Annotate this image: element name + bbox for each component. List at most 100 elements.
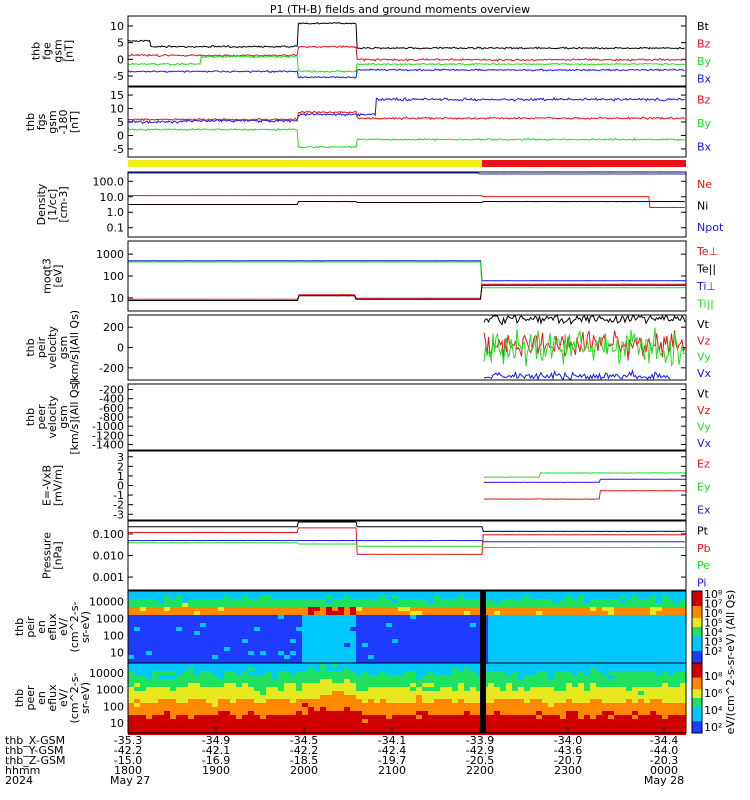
spectrogram-cell xyxy=(278,675,284,679)
spectrogram-cell xyxy=(152,691,158,695)
spectrogram-cell xyxy=(386,671,392,675)
spectrogram-cell xyxy=(458,647,464,651)
spectrogram-cell xyxy=(146,635,152,639)
series-Bx xyxy=(127,68,685,79)
spectrogram-cell xyxy=(464,675,470,679)
spectrogram-cell xyxy=(434,723,440,727)
y-tick-label: -400 xyxy=(99,393,124,406)
spectrogram-cell xyxy=(608,647,614,651)
spectrogram-cell xyxy=(524,659,530,663)
spectrogram-cell xyxy=(560,639,566,643)
spectrogram-cell xyxy=(176,715,182,719)
spectrogram-cell xyxy=(182,703,188,707)
spectrogram-cell xyxy=(146,619,152,623)
panel-7-ylabel: E=-VxB[mV/m] xyxy=(41,465,65,506)
spectrogram-cell xyxy=(368,727,374,731)
spectrogram-cell xyxy=(188,631,194,635)
spectrogram-cell xyxy=(278,659,284,663)
axis-row-value: 2000 xyxy=(290,764,318,777)
spectrogram-cell xyxy=(260,711,266,715)
spectrogram-cell xyxy=(146,719,152,723)
spectrogram-cell xyxy=(458,643,464,647)
spectrogram-cell xyxy=(212,663,218,667)
spectrogram-cell xyxy=(602,591,608,595)
spectrogram-cell xyxy=(578,671,584,675)
spectrogram-cell xyxy=(302,719,308,723)
spectrogram-cell xyxy=(332,675,338,679)
spectrogram-cell xyxy=(206,727,212,731)
spectrogram-cell xyxy=(170,651,176,655)
spectrogram-cell xyxy=(656,635,662,639)
ylabel-line: peir xyxy=(24,616,37,638)
spectrogram-cell xyxy=(308,631,314,635)
spectrogram-cell xyxy=(530,631,536,635)
spectrogram-cell xyxy=(152,631,158,635)
spectrogram-cell xyxy=(548,691,554,695)
spectrogram-cell xyxy=(386,727,392,731)
spectrogram-cell xyxy=(614,719,620,723)
spectrogram-cell xyxy=(398,711,404,715)
spectrogram-cell xyxy=(542,651,548,655)
spectrogram-cell xyxy=(464,651,470,655)
spectrogram-cell xyxy=(536,651,542,655)
spectrogram-cell xyxy=(260,611,266,615)
spectrogram-cell xyxy=(230,631,236,635)
spectrogram-cell xyxy=(242,687,248,691)
spectrogram-cell xyxy=(662,595,668,599)
spectrogram-cell xyxy=(266,679,272,683)
spectrogram-cell xyxy=(548,679,554,683)
spectrogram-cell xyxy=(644,647,650,651)
spectrogram-cell xyxy=(350,667,356,671)
spectrogram-cell xyxy=(590,675,596,679)
spectrogram-cell xyxy=(302,615,308,619)
spectrogram-cell xyxy=(170,639,176,643)
spectrogram-cell xyxy=(248,659,254,663)
spectrogram-cell xyxy=(512,591,518,595)
spectrogram-cell xyxy=(284,639,290,643)
spectrogram-cell xyxy=(332,591,338,595)
spectrogram-cell xyxy=(332,655,338,659)
spectrogram-cell xyxy=(620,691,626,695)
spectrogram-cell xyxy=(518,651,524,655)
spectrogram-cell xyxy=(404,711,410,715)
spectrogram-cell xyxy=(440,663,446,667)
spectrogram-cell xyxy=(368,723,374,727)
spectrogram-cell xyxy=(320,679,326,683)
spectrogram-cell xyxy=(422,595,428,599)
spectrogram-cell xyxy=(464,699,470,703)
spectrogram-cell xyxy=(434,643,440,647)
spectrogram-cell xyxy=(422,623,428,627)
spectrogram-cell xyxy=(428,715,434,719)
spectrogram-cell xyxy=(302,703,308,707)
spectrogram-cell xyxy=(128,699,134,703)
ylabel-line: velocity xyxy=(46,326,59,369)
spectrogram-cell xyxy=(380,667,386,671)
spectrogram-cell xyxy=(362,715,368,719)
spectrogram-cell xyxy=(638,655,644,659)
spectrogram-cell xyxy=(416,595,422,599)
spectrogram-cell xyxy=(380,683,386,687)
ylabel-line: gsm xyxy=(57,336,70,359)
spectrogram-cell xyxy=(176,623,182,627)
spectrogram-cell xyxy=(260,619,266,623)
spectrogram-cell xyxy=(266,691,272,695)
spectrogram-cell xyxy=(500,699,506,703)
spectrogram-cell xyxy=(200,651,206,655)
spectrogram-cell xyxy=(614,711,620,715)
spectrogram-cell xyxy=(338,707,344,711)
spectrogram-cell xyxy=(506,607,512,611)
spectrogram-cell xyxy=(248,671,254,675)
spectrogram-cell xyxy=(386,703,392,707)
spectrogram-cell xyxy=(602,727,608,731)
spectrogram-cell xyxy=(266,703,272,707)
spectrogram-cell xyxy=(524,671,530,675)
axis-row-label: thb_Z-GSM xyxy=(5,754,65,767)
spectrogram-cell xyxy=(248,715,254,719)
spectrogram-cell xyxy=(356,715,362,719)
spectrogram-cell xyxy=(368,607,374,611)
spectrogram-cell xyxy=(212,703,218,707)
spectrogram-cell xyxy=(668,599,674,603)
spectrogram-cell xyxy=(620,623,626,627)
spectrogram-cell xyxy=(542,699,548,703)
colorbar-tick: 10⁸ xyxy=(704,588,723,601)
